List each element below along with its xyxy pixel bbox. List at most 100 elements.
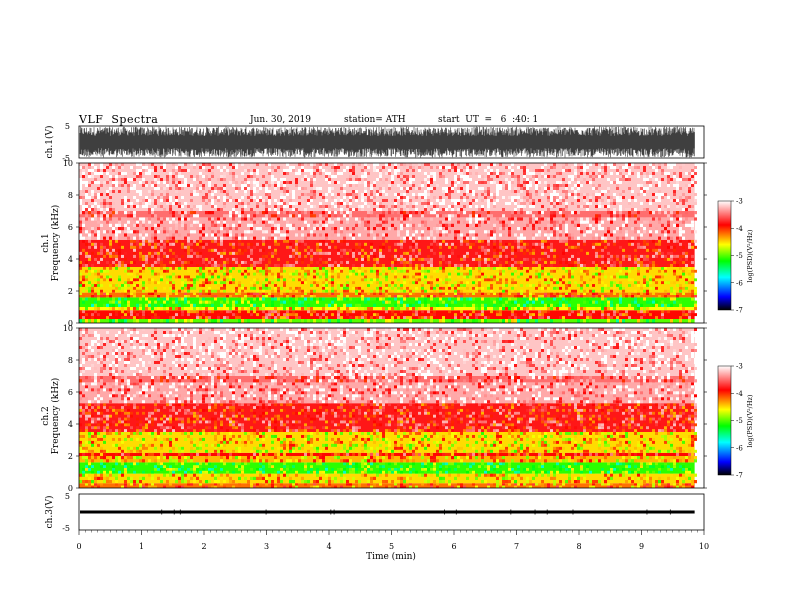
spectrogram-cell (157, 239, 160, 243)
spectrogram-cell (478, 269, 481, 273)
spectrogram-cell (577, 292, 580, 295)
spectrogram-cell (631, 190, 634, 193)
spectrogram-cell (505, 187, 508, 190)
spectrogram-cell (469, 205, 472, 208)
spectrogram-cell (682, 245, 685, 249)
spectrogram-cell (574, 169, 577, 172)
spectrogram-cell (397, 193, 400, 196)
spectrogram-cell (430, 187, 433, 190)
spectrogram-cell (337, 319, 340, 323)
spectrogram-cell (436, 223, 439, 227)
spectrogram-cell (88, 236, 91, 240)
spectrogram-cell (325, 175, 328, 178)
spectrogram-cell (331, 281, 334, 285)
spectrogram-cell (403, 257, 406, 261)
spectrogram-cell (232, 260, 235, 264)
spectrogram-cell (508, 307, 511, 311)
spectrogram-cell (82, 205, 85, 208)
spectrogram-cell (337, 233, 340, 237)
spectrogram-cell (400, 227, 403, 231)
spectrogram-cell (493, 303, 496, 307)
spectrogram-cell (226, 230, 229, 234)
spectrogram-cell (532, 202, 535, 205)
spectrogram-cell (568, 281, 571, 285)
spectrogram-cell (652, 292, 655, 295)
spectrogram-cell (409, 178, 412, 181)
spectrogram-cell (181, 260, 184, 264)
spectrogram-cell (472, 211, 475, 215)
spectrogram-cell (313, 275, 316, 279)
spectrogram-cell (403, 205, 406, 208)
spectrogram-cell (658, 181, 661, 184)
spectrogram-cell (400, 178, 403, 181)
spectrogram-cell (604, 223, 607, 227)
spectrogram-cell (229, 230, 232, 234)
spectrogram-cell (673, 184, 676, 187)
spectrogram-cell (166, 254, 169, 258)
spectrogram-cell (592, 217, 595, 221)
spectrogram-cell (175, 184, 178, 187)
spectrogram-cell (265, 193, 268, 196)
spectrogram-cell (607, 190, 610, 193)
spectrogram-cell (283, 190, 286, 193)
spectrogram-cell (511, 211, 514, 215)
spectrogram-cell (364, 257, 367, 261)
spectrogram-cell (364, 316, 367, 319)
spectrogram-cell (280, 205, 283, 208)
spectrogram-cell (376, 278, 379, 282)
spectrogram-cell (112, 227, 115, 231)
spectrogram-cell (586, 267, 589, 270)
spectrogram-cell (130, 202, 133, 205)
spectrogram-cell (433, 187, 436, 190)
spectrogram-cell (433, 211, 436, 215)
spectrogram-cell (244, 295, 247, 298)
spectrogram-cell (277, 205, 280, 208)
spectrogram-cell (253, 169, 256, 172)
spectrogram-cell (367, 166, 370, 169)
spectrogram-cell (370, 190, 373, 193)
spectrogram-cell (232, 217, 235, 221)
spectrogram-cell (619, 295, 622, 298)
spectrogram-cell (127, 208, 130, 211)
spectrogram-cell (664, 307, 667, 311)
spectrogram-cell (427, 269, 430, 273)
spectrogram-cell (136, 275, 139, 279)
spectrogram-cell (106, 275, 109, 279)
spectrogram-cell (139, 202, 142, 205)
spectrogram-cell (595, 199, 598, 202)
spectrogram-cell (439, 289, 442, 293)
spectrogram-cell (664, 281, 667, 285)
spectrogram-cell (679, 254, 682, 258)
spectrogram-cell (400, 300, 403, 304)
spectrogram-cell (622, 286, 625, 290)
spectrogram-cell (394, 254, 397, 258)
spectrogram-cell (550, 220, 553, 224)
spectrogram-cell (463, 175, 466, 178)
spectrogram-cell (511, 263, 514, 267)
spectrogram-cell (688, 187, 691, 190)
spectrogram-cell (355, 242, 358, 246)
spectrogram-cell (571, 295, 574, 298)
spectrogram-cell (121, 286, 124, 290)
spectrogram-cell (292, 295, 295, 298)
spectrogram-cell (211, 220, 214, 224)
spectrogram-cell (370, 211, 373, 215)
spectrogram-cell (469, 202, 472, 205)
spectrogram-cell (154, 281, 157, 285)
spectrogram-cell (214, 184, 217, 187)
spectrogram-cell (667, 214, 670, 218)
spectrogram-cell (130, 313, 133, 317)
spectrogram-cell (319, 263, 322, 267)
spectrogram-cell (160, 172, 163, 175)
spectrogram-cell (268, 163, 271, 166)
spectrogram-cell (199, 275, 202, 279)
spectrogram-cell (334, 263, 337, 267)
spectrogram-cell (631, 172, 634, 175)
spectrogram-cell (373, 303, 376, 307)
spectrogram-cell (610, 233, 613, 237)
spectrogram-cell (400, 193, 403, 196)
spectrogram-cell (325, 284, 328, 287)
spectrogram-cell (163, 300, 166, 304)
spectrogram-cell (85, 275, 88, 279)
spectrogram-cell (451, 190, 454, 193)
